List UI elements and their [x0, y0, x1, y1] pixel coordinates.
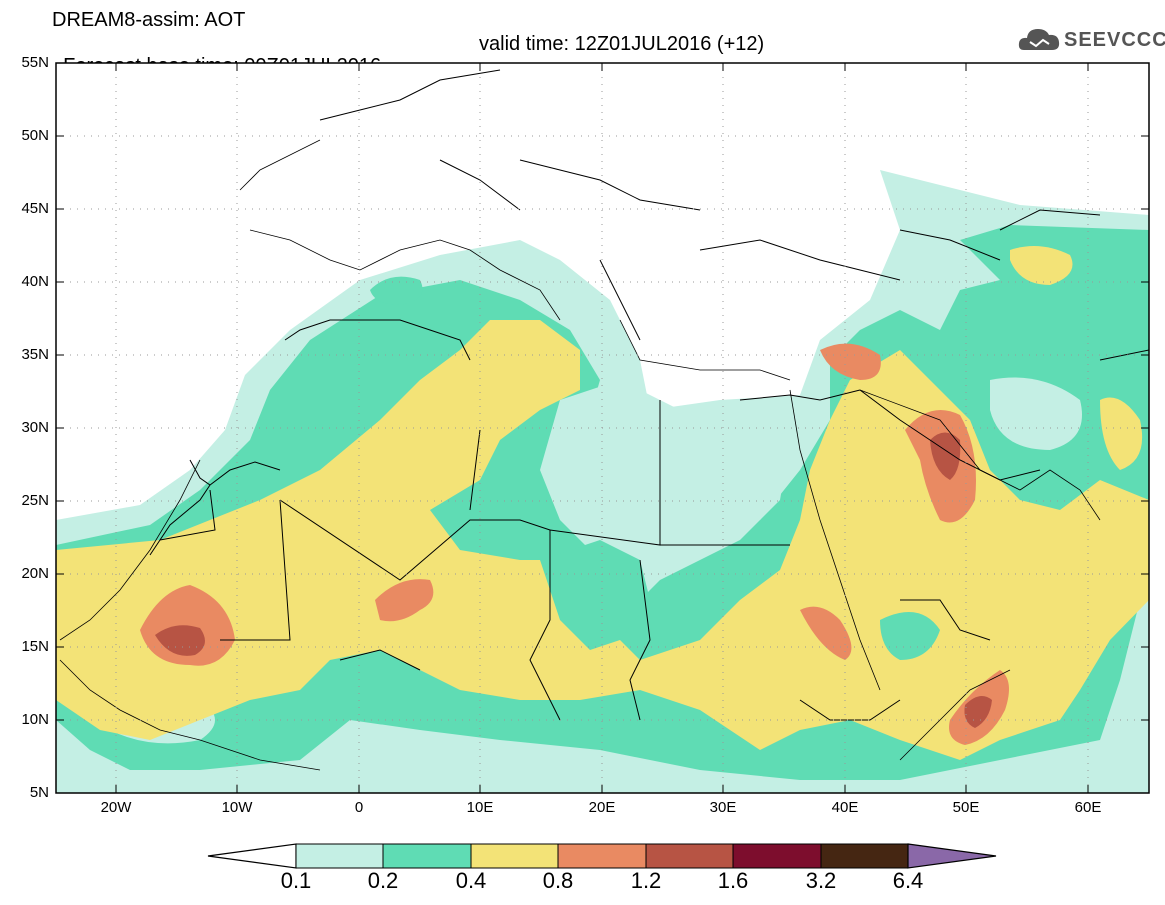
colorbar-label: 1.2 — [630, 868, 662, 893]
lon-label: 10W — [221, 799, 253, 816]
aot-band-0-4 — [56, 246, 1149, 760]
lat-label: 25N — [21, 492, 49, 509]
lon-label: 0 — [354, 799, 364, 816]
lat-label: 20N — [21, 565, 49, 582]
colorbar-label: 0.2 — [367, 868, 399, 893]
coastlines — [59, 139, 1101, 771]
colorbar-label: 3.2 — [805, 868, 837, 893]
lat-label: 50N — [21, 127, 49, 144]
lon-label: 20W — [100, 799, 132, 816]
graticule — [56, 63, 1149, 793]
lat-label: 5N — [29, 784, 49, 801]
aot-band-1-2 — [155, 432, 992, 728]
lat-label: 10N — [21, 711, 49, 728]
lat-label: 15N — [21, 638, 49, 655]
lon-label: 50E — [952, 799, 980, 816]
lat-label: 45N — [21, 200, 49, 217]
valid-time-text: valid time: 12Z01JUL2016 (+12) — [479, 33, 765, 55]
colorbar-label: 6.4 — [892, 868, 924, 893]
colorbar-label: 0.1 — [280, 868, 312, 893]
lat-label: 40N — [21, 273, 49, 290]
lon-label: 20E — [588, 799, 616, 816]
axis-ticks — [56, 63, 1149, 793]
lon-label: 60E — [1074, 799, 1102, 816]
logo-text: SEEVCCC — [1064, 29, 1165, 51]
country-borders — [149, 69, 1149, 721]
colorbar-label: 0.4 — [455, 868, 487, 893]
lat-label: 30N — [21, 419, 49, 436]
cloud-logo-icon — [1018, 29, 1060, 50]
colorbar-label: 0.8 — [542, 868, 574, 893]
lat-label: 55N — [21, 54, 49, 71]
seevccc-logo: SEEVCCC — [1018, 22, 1165, 58]
lon-label: 10E — [466, 799, 494, 816]
chart-title: DREAM8-assim: AOT — [52, 9, 246, 31]
lon-label: 30E — [709, 799, 737, 816]
lat-label: 35N — [21, 346, 49, 363]
lon-label: 40E — [831, 799, 859, 816]
colorbar-label: 1.6 — [717, 868, 749, 893]
aot-mid-patches — [540, 540, 940, 660]
